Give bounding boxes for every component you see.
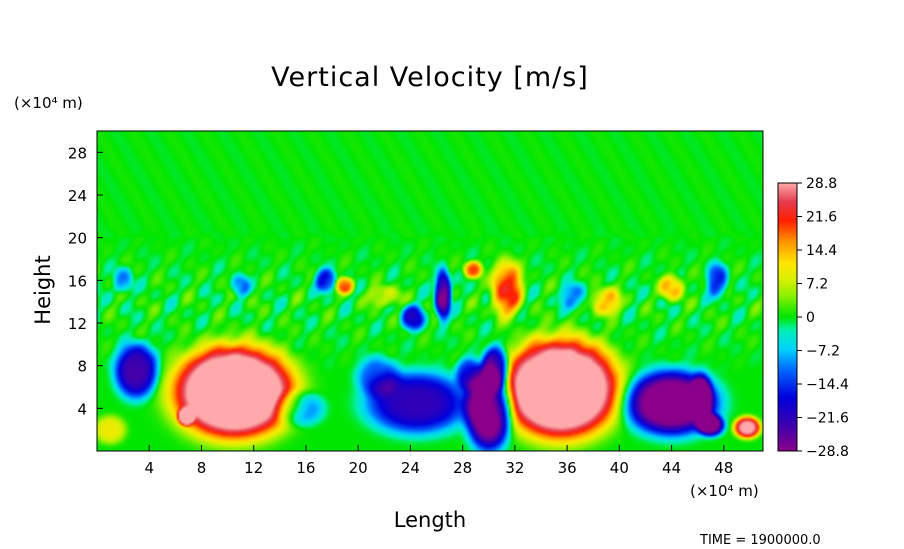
colorbar-tick-label: −28.8 (806, 444, 849, 460)
x-tick-label: 8 (197, 459, 207, 477)
x-tick-label: 28 (453, 459, 472, 477)
y-tick-label: 4 (77, 400, 87, 418)
colorbar-gradient (777, 182, 798, 452)
x-axis-unit: (×10⁴ m) (690, 482, 759, 500)
x-tick-label: 36 (558, 459, 577, 477)
y-tick-label: 24 (68, 187, 87, 205)
colorbar-ticks: 28.8 21.6 14.4 7.2 0 −7.2 −14.4 −21.6 −28.8 (797, 176, 849, 460)
x-tick-label: 20 (349, 459, 368, 477)
y-tick-label: 28 (68, 144, 87, 162)
x-axis-title: Length (394, 508, 466, 532)
colorbar-tick-label: 0 (806, 310, 815, 326)
heatmap-field (97, 131, 763, 451)
y-axis-ticks: 4 8 12 16 20 24 28 (68, 144, 103, 418)
y-axis-unit: (×10⁴ m) (14, 94, 83, 112)
time-label: TIME = 1900000.0 (699, 533, 821, 544)
y-tick-label: 12 (68, 315, 87, 333)
colorbar-tick-label: 28.8 (806, 176, 837, 192)
colorbar-tick-label: 21.6 (806, 210, 837, 226)
colorbar-tick-label: −14.4 (806, 377, 849, 393)
x-tick-label: 32 (505, 459, 524, 477)
colorbar-tick-label: −21.6 (806, 411, 849, 427)
y-tick-label: 16 (68, 272, 87, 290)
plot-frame (96, 130, 764, 452)
x-tick-label: 40 (610, 459, 629, 477)
y-tick-label: 8 (77, 358, 87, 376)
x-tick-label: 16 (296, 459, 315, 477)
x-tick-label: 24 (401, 459, 420, 477)
x-axis-ticks: 4 8 12 16 20 24 28 32 36 40 44 48 (144, 445, 733, 477)
colorbar-tick-label: 7.2 (806, 277, 828, 293)
x-tick-label: 44 (662, 459, 681, 477)
colorbar-tick-label: 14.4 (806, 243, 837, 259)
x-tick-label: 12 (244, 459, 263, 477)
y-tick-label: 20 (68, 230, 87, 248)
y-axis-title: Height (31, 255, 55, 324)
x-tick-label: 48 (714, 459, 733, 477)
chart-title: Vertical Velocity [m/s] (271, 62, 589, 93)
colorbar-tick-label: −7.2 (806, 344, 840, 360)
x-tick-label: 4 (144, 459, 154, 477)
